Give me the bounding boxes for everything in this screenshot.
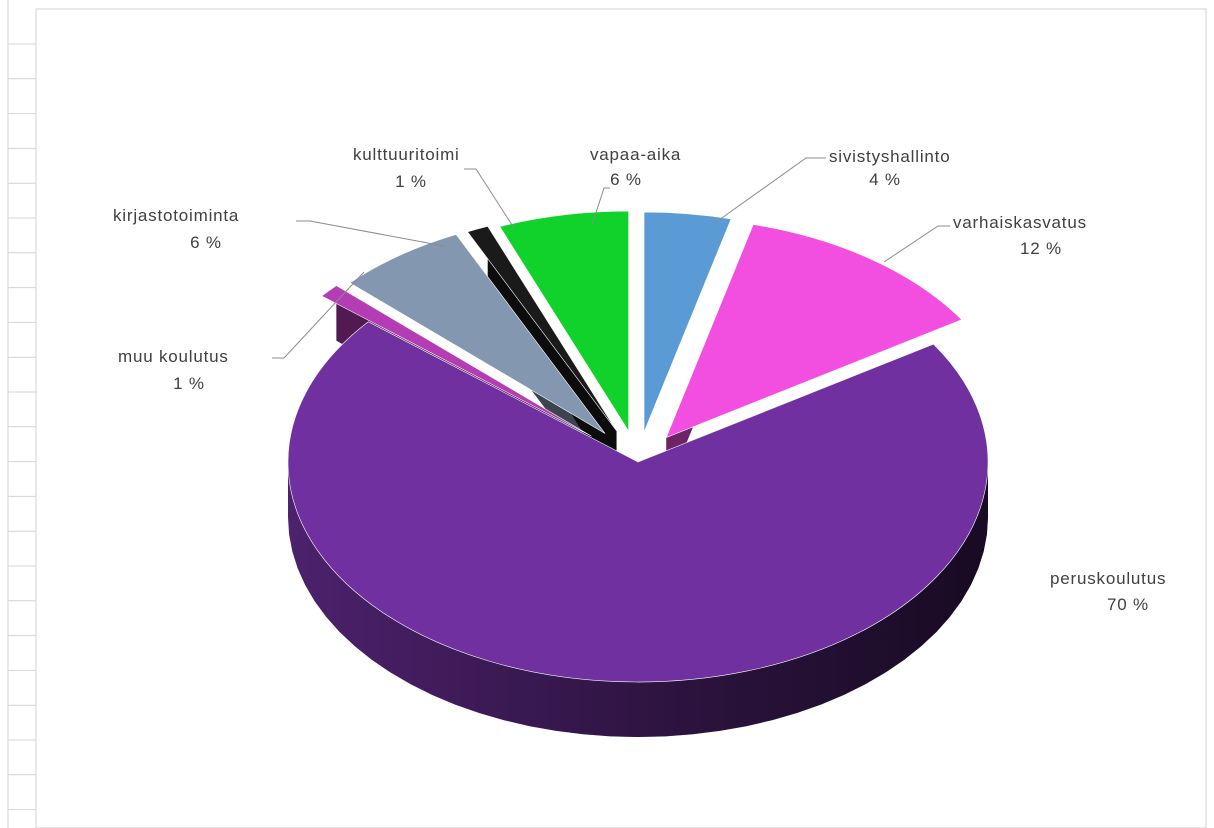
label-name-sivistyshallinto: sivistyshallinto xyxy=(829,147,950,166)
label-pct-varhaiskasvatus: 12 % xyxy=(1020,239,1062,258)
pie-leaders xyxy=(272,157,950,359)
pie-tops xyxy=(287,210,989,683)
label-name-peruskoulutus: peruskoulutus xyxy=(1050,569,1166,588)
leader-line-sivistyshallinto xyxy=(711,157,826,226)
label-pct-kirjastotoiminta: 6 % xyxy=(190,233,222,252)
label-pct-peruskoulutus: 70 % xyxy=(1107,595,1149,614)
pie-sides xyxy=(288,462,988,737)
leader-line-muu-koulutus xyxy=(272,271,365,359)
label-name-varhaiskasvatus: varhaiskasvatus xyxy=(953,213,1087,232)
leader-line-vapaa-aika xyxy=(591,187,610,226)
pie-slice-sivistyshallinto xyxy=(643,211,732,433)
pie-slice-peruskoulutus xyxy=(287,321,989,683)
pie-slice-kirjastotoiminta xyxy=(349,234,606,434)
pie-slice-muu-koulutus xyxy=(321,285,592,437)
pie-side-shade xyxy=(288,462,988,737)
label-pct-sivistyshallinto: 4 % xyxy=(869,170,901,189)
data-labels: sivistyshallinto 4 % varhaiskasvatus 12 … xyxy=(113,145,1166,614)
pie-slice-kulttuuritoimi xyxy=(467,225,617,432)
label-pct-vapaa-aika: 6 % xyxy=(610,170,642,189)
label-pct-kulttuuritoimi: 1 % xyxy=(395,172,427,191)
leader-line-varhaiskasvatus xyxy=(883,225,950,263)
label-name-muu-koulutus: muu koulutus xyxy=(118,347,229,366)
leader-line-kulttuuritoimi xyxy=(464,168,515,229)
label-pct-muu-koulutus: 1 % xyxy=(173,374,205,393)
pie-slice-vapaa-aika xyxy=(499,210,629,433)
leader-line-kirjastotoiminta xyxy=(296,220,445,247)
label-name-kulttuuritoimi: kulttuuritoimi xyxy=(353,145,460,164)
row-gutter xyxy=(7,0,37,828)
pie-slice-varhaiskasvatus xyxy=(665,224,963,439)
label-name-kirjastotoiminta: kirjastotoiminta xyxy=(113,206,239,225)
label-name-vapaa-aika: vapaa-aika xyxy=(590,145,681,164)
